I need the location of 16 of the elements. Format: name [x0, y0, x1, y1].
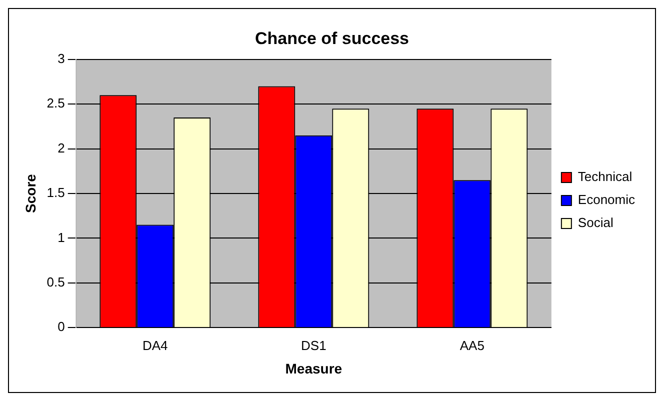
legend-label: Economic	[578, 192, 636, 208]
chart-title: Chance of success	[254, 28, 410, 48]
y-tick-label: 3	[58, 50, 65, 66]
x-tick-label: DA4	[142, 338, 168, 353]
x-tick-label: AA5	[460, 338, 484, 353]
y-tick-label: 2.5	[46, 96, 65, 111]
y-axis-title: Score	[22, 174, 38, 213]
x-axis-title: Measure	[285, 360, 342, 376]
legend-label: Social	[578, 215, 614, 230]
legend-label: Technical	[578, 169, 632, 184]
y-tick-label: 1.5	[46, 185, 65, 200]
y-tick-label: 2	[58, 140, 65, 156]
x-tick-label: DS1	[301, 338, 326, 353]
y-tick-label: 0.5	[46, 274, 65, 290]
y-tick-label: 1	[58, 230, 65, 245]
y-tick-label: 0	[58, 319, 65, 334]
